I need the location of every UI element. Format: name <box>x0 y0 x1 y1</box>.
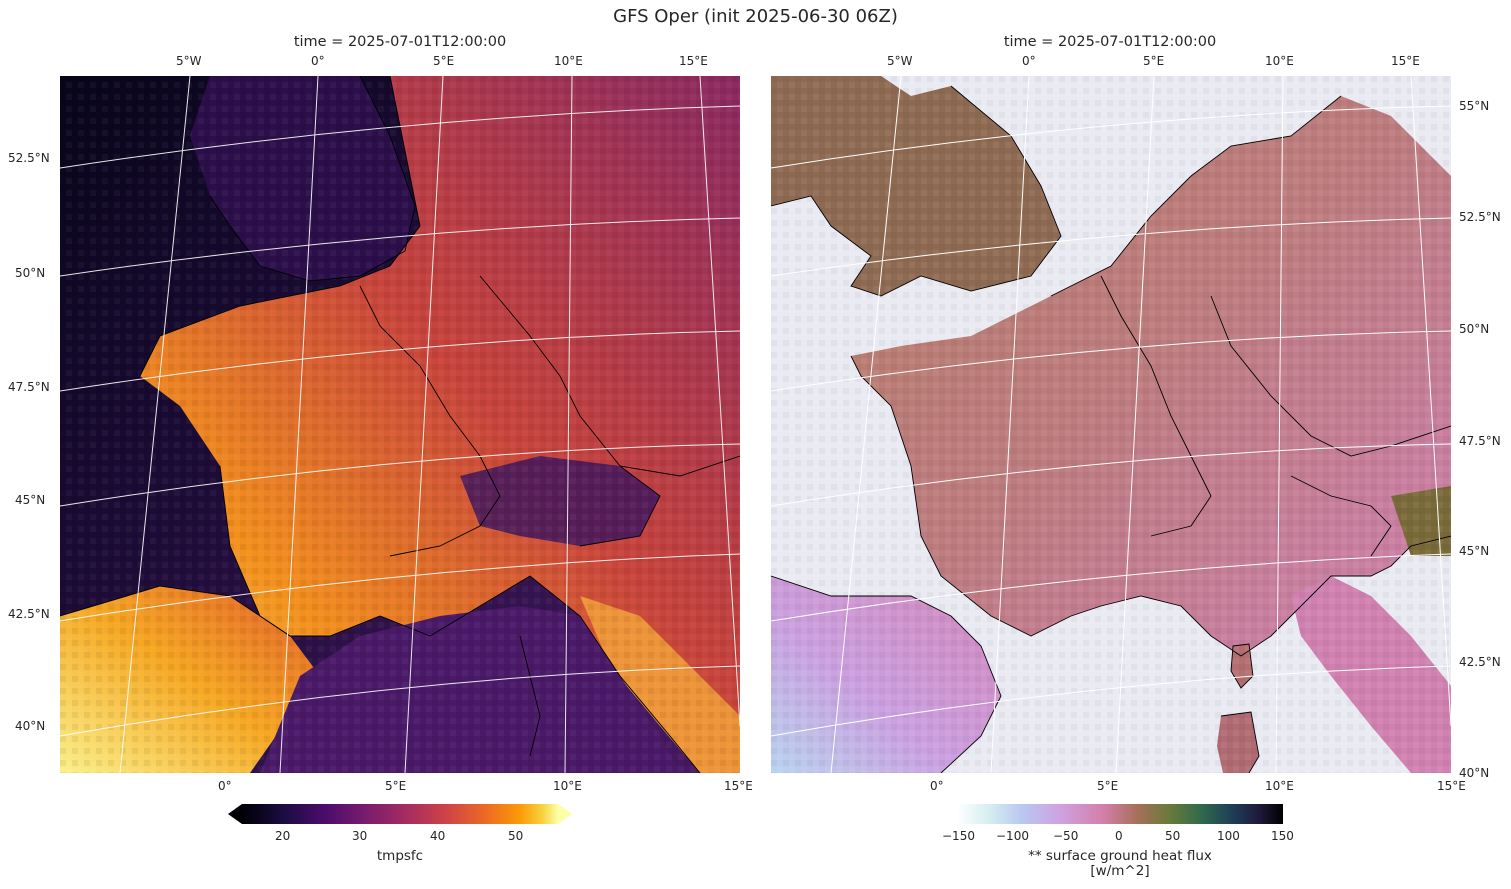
right-top-lon-tick: 15°E <box>1391 54 1420 68</box>
left-top-lon-tick: 15°E <box>679 54 708 68</box>
right-colorbar <box>957 804 1283 824</box>
right-lat-tick: 55°N <box>1459 99 1490 113</box>
figure-suptitle: GFS Oper (init 2025-06-30 06Z) <box>613 6 898 27</box>
right-top-lon-tick: 5°W <box>887 54 913 68</box>
right-coastlines <box>771 85 1451 773</box>
right-panel-title: time = 2025-07-01T12:00:00 <box>1003 34 1217 50</box>
right-colorbar-tick: 100 <box>1217 829 1240 843</box>
right-map-ground-heat-flux <box>771 76 1451 773</box>
left-colorbar-label: tmpsfc <box>376 848 424 864</box>
right-colorbar-tick: −50 <box>1053 829 1079 843</box>
right-top-lon-tick: 5°E <box>1143 54 1165 68</box>
right-colorbar-tick: −100 <box>996 829 1029 843</box>
right-lat-tick: 40°N <box>1459 766 1490 780</box>
left-map-temperature <box>60 76 740 773</box>
left-top-lon-tick: 10°E <box>554 54 583 68</box>
left-colorbar-tick: 30 <box>352 829 368 843</box>
right-lat-tick: 52.5°N <box>1459 210 1501 224</box>
left-colorbar-tick: 20 <box>275 829 291 843</box>
left-lat-tick: 47.5°N <box>8 380 50 394</box>
left-bottom-lon-tick: 10°E <box>553 779 582 793</box>
right-colorbar-tick: −150 <box>942 829 975 843</box>
left-top-lon-tick: 5°W <box>176 54 202 68</box>
right-colorbar-tick: 150 <box>1271 829 1294 843</box>
right-colorbar-label-line2: [w/m^2] <box>1090 863 1150 879</box>
right-lat-tick: 50°N <box>1459 322 1490 336</box>
right-graticule <box>771 76 1451 773</box>
right-colorbar-tick: 50 <box>1165 829 1181 843</box>
left-panel-title: time = 2025-07-01T12:00:00 <box>293 34 507 50</box>
right-bottom-lon-tick: 5°E <box>1097 779 1119 793</box>
right-bottom-lon-tick: 0° <box>930 779 944 793</box>
left-colorbar-tick: 50 <box>508 829 524 843</box>
left-bottom-lon-tick: 15°E <box>724 779 753 793</box>
left-lat-tick: 50°N <box>15 266 46 280</box>
right-colorbar-tick: 0 <box>1115 829 1123 843</box>
right-top-lon-tick: 0° <box>1022 54 1036 68</box>
right-bottom-lon-tick: 10°E <box>1265 779 1294 793</box>
left-lat-tick: 45°N <box>15 493 46 507</box>
left-lat-tick: 42.5°N <box>8 607 50 621</box>
left-colorbar <box>228 804 572 824</box>
left-graticule <box>60 76 740 773</box>
right-lat-tick: 47.5°N <box>1459 434 1501 448</box>
left-top-lon-tick: 0° <box>311 54 325 68</box>
left-lat-tick: 52.5°N <box>8 151 50 165</box>
right-lat-tick: 45°N <box>1459 544 1490 558</box>
left-top-lon-tick: 5°E <box>433 54 455 68</box>
right-bottom-lon-tick: 15°E <box>1437 779 1466 793</box>
right-lat-tick: 42.5°N <box>1459 655 1501 669</box>
right-top-lon-tick: 10°E <box>1265 54 1294 68</box>
right-colorbar-label-line1: ** surface ground heat flux <box>1028 848 1212 864</box>
left-colorbar-tick: 40 <box>430 829 446 843</box>
left-bottom-lon-tick: 0° <box>218 779 232 793</box>
left-bottom-lon-tick: 5°E <box>385 779 407 793</box>
left-lat-tick: 40°N <box>15 719 46 733</box>
